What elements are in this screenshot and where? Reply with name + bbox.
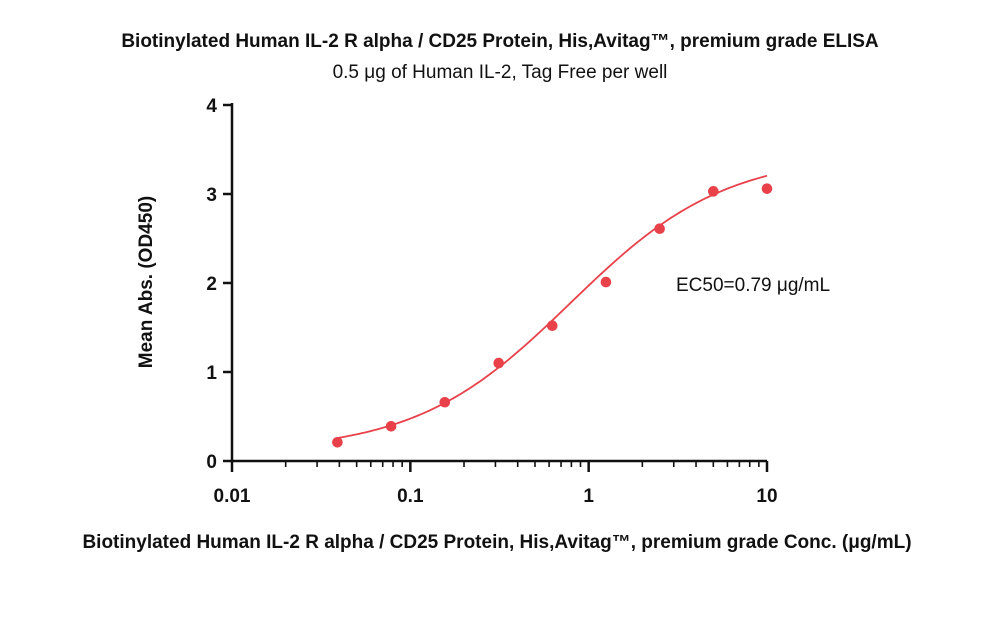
x-tick-label: 0.01: [214, 486, 251, 507]
data-point: [654, 223, 665, 235]
data-point: [600, 276, 612, 288]
x-tick-label: 1: [583, 486, 594, 507]
ec50-annotation: EC50=0.79 μg/mL: [676, 275, 830, 296]
y-tick-label: 3: [206, 185, 217, 206]
data-point: [332, 437, 343, 448]
fit-curve: [337, 174, 768, 439]
x-tick-label: 10: [756, 486, 777, 507]
y-axis-title: Mean Abs. (OD450): [136, 196, 157, 368]
x-axis-title: Biotinylated Human IL-2 R alpha / CD25 P…: [82, 532, 911, 553]
chart-title: Biotinylated Human IL-2 R alpha / CD25 P…: [121, 31, 879, 52]
y-tick-label: 0: [206, 452, 217, 473]
chart-subtitle: 0.5 μg of Human IL-2, Tag Free per well: [333, 62, 668, 83]
y-ticks: 0 1 2 3 4: [206, 96, 232, 473]
x-tick-label: 0.1: [397, 486, 424, 507]
data-point: [493, 357, 505, 369]
data-point: [708, 186, 719, 197]
data-points: [332, 183, 773, 448]
data-point: [439, 396, 451, 408]
y-tick-label: 2: [206, 274, 217, 295]
data-point: [546, 320, 558, 332]
x-ticks: 0.01 0.1 1 10: [214, 461, 778, 507]
data-point: [385, 420, 397, 432]
data-point: [761, 183, 773, 194]
y-tick-label: 4: [206, 96, 217, 117]
y-tick-label: 1: [206, 363, 217, 384]
